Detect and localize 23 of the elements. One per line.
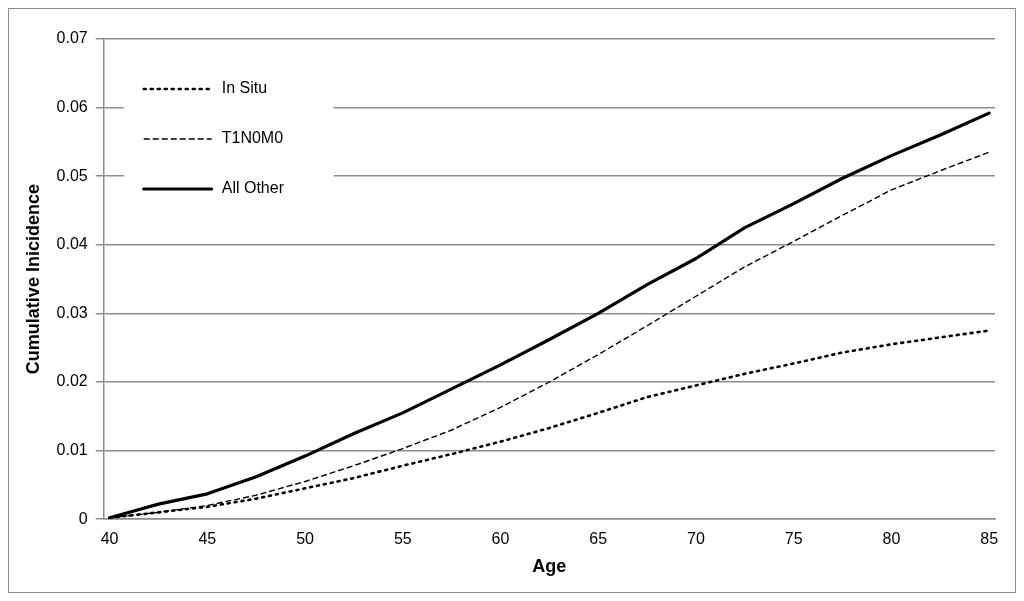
x-tick-label: 75 (784, 530, 803, 548)
x-tick-label: 70 (687, 530, 705, 548)
y-tick-label: 0.02 (56, 372, 88, 390)
legend-label: T1N0M0 (221, 129, 284, 147)
x-tick-label: 65 (589, 530, 608, 548)
x-tick-label: 60 (491, 530, 510, 548)
legend-label: All Other (221, 179, 285, 197)
x-axis-title: Age (532, 556, 567, 577)
x-tick-label: 85 (980, 530, 999, 548)
legend-label: In Situ (221, 79, 268, 97)
x-tick-label: 55 (393, 530, 412, 548)
y-tick-label: 0.05 (56, 166, 88, 184)
y-tick-label: 0.06 (56, 98, 88, 116)
x-tick-label: 80 (882, 530, 901, 548)
y-tick-label: 0.01 (56, 441, 88, 459)
y-tick-label: 0.07 (56, 29, 88, 47)
y-tick-label: 0.04 (56, 235, 88, 253)
y-tick-label: 0.03 (56, 303, 88, 321)
x-tick-label: 40 (100, 530, 119, 548)
y-tick-label: 0 (78, 509, 88, 527)
x-tick-label: 45 (198, 530, 217, 548)
x-tick-label: 50 (296, 530, 315, 548)
y-axis-title: Cumulative Inicidence (22, 184, 43, 375)
